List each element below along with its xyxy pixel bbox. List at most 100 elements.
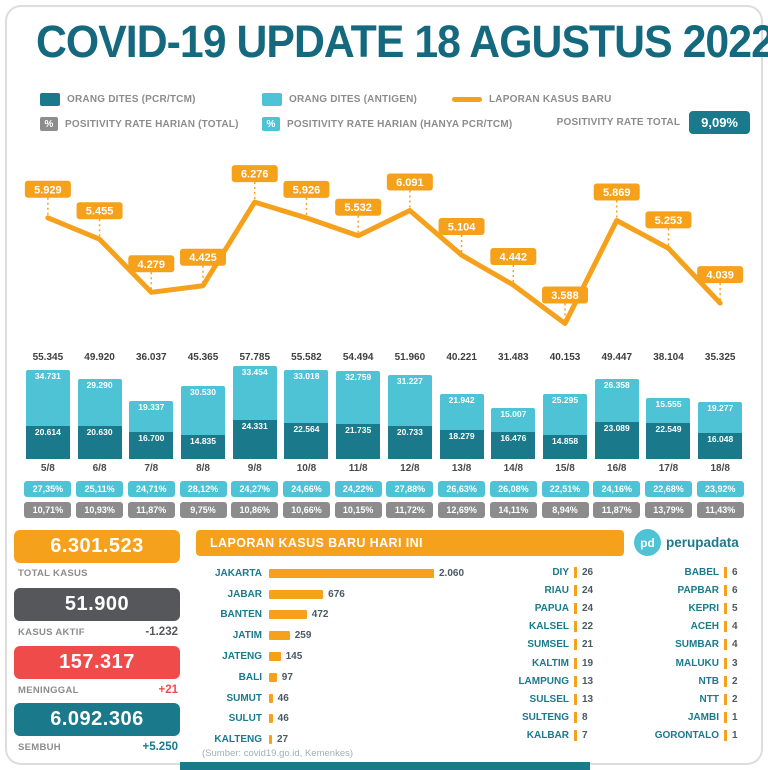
bar-date-label: 6/8 [92,463,107,474]
antigen-segment-label: 26.358 [603,380,630,391]
province-name: BANTEN [220,609,262,621]
bar-date-label: 5/8 [40,463,55,474]
antigen-segment-label: 21.942 [448,395,475,406]
positivity-total-badge: 8,94% [541,502,589,518]
positivity-pcr-badge: 26,08% [489,481,537,497]
province-name: JATENG [222,651,262,663]
province-separator-icon [724,566,727,578]
positivity-total-badge: 11,87% [593,502,641,518]
province-separator-icon [574,657,577,669]
bar-date-label: 13/8 [451,463,472,474]
stat-total-kasus: 6.301.523 TOTAL KASUS [14,530,180,579]
province-separator-icon [574,639,577,651]
province-value: 26 [582,566,594,578]
line-value-label: 5.253 [655,215,683,227]
province-row: JAKARTA 2.060 [200,563,468,584]
province-value: 97 [281,671,293,683]
province-value: 4 [732,639,738,651]
stat-sembuh-value: 6.092.306 [14,703,180,736]
bar-total-label: 36.037 [136,352,167,363]
province-name: RIAU [544,584,569,596]
bar-total-label: 55.582 [291,352,322,363]
province-name: PAPBAR [677,584,719,596]
pcr-segment-label: 20.630 [86,426,113,437]
bar-date-label: 7/8 [144,463,159,474]
bar-date-label: 11/8 [348,463,368,474]
line-value-label: 3.588 [551,290,579,302]
province-value: 19 [582,657,594,669]
province-value: 259 [294,630,312,642]
pcr-segment: 14.858 [543,435,588,459]
province-name: JABAR [227,588,262,600]
bar-date-label: 18/8 [710,463,730,474]
brand-logo: pd perupadata [634,529,739,556]
antigen-segment: 32.759 [336,371,381,425]
bar-column: 40.153 25.295 14.858 15/8 22,51% 8,94% [539,352,591,518]
percent-cyan-icon: % [262,117,280,131]
line-value-badge [438,218,485,236]
province-name: SULUT [228,713,262,725]
bar-stack: 30.530 14.835 [181,366,226,459]
province-separator-icon [574,675,577,687]
province-separator-icon [724,602,727,614]
province-name: KALTIM [531,657,569,669]
positivity-pcr-badge: 27,35% [24,481,72,497]
province-list-middle: DIY 26 RIAU 24 PAPUA 24 KALSEL 22 SUMSEL 21 KALTIM… [470,563,602,745]
province-name: KALBAR [526,730,569,742]
legend-item-positivity-pcr: % POSITIVITY RATE HARIAN (HANYA PCR/TCM) [262,116,512,132]
legend-item-antigen: ORANG DITES (ANTIGEN) [262,91,417,107]
pcr-segment: 22.564 [284,422,329,459]
province-row: BALI 97 [200,667,468,688]
antigen-segment: 19.277 [698,402,743,434]
province-name: ACEH [690,621,719,633]
pcr-segment: 21.735 [336,424,381,459]
legend-label-antigen: ORANG DITES (ANTIGEN) [289,93,418,105]
line-value-label: 4.279 [138,259,166,271]
positivity-pcr-badge: 27,88% [386,481,434,497]
bar-stack: 19.337 16.700 [129,366,174,459]
province-row: NTB 2 [612,672,752,690]
province-name: GORONTALO [654,730,719,742]
positivity-pcr-badge: 22,51% [541,481,589,497]
province-bar [269,735,272,745]
positivity-rate-total: POSITIVITY RATE TOTAL 9,09% [557,111,750,134]
province-value: 6 [732,584,738,596]
antigen-segment: 33.018 [284,369,329,423]
bar-date-label: 9/8 [247,463,262,474]
legend-item-positivity-total: % POSITIVITY RATE HARIAN (TOTAL) [40,116,239,132]
province-bar [269,714,273,724]
province-list-right: BABEL 6 PAPBAR 6 KEPRI 5 ACEH 4 SUMBAR 4 MALUKU 3 NT… [612,563,752,745]
province-separator-icon [724,657,727,669]
bar-stack: 15.007 16.476 [491,366,536,459]
positivity-rate-total-label: POSITIVITY RATE TOTAL [556,117,681,128]
province-row: GORONTALO 1 [612,727,752,745]
province-value: 6 [732,566,738,578]
province-row: MALUKU 3 [612,654,752,672]
line-value-label: 5.532 [344,202,372,214]
line-value-label: 5.455 [86,206,114,218]
pcr-segment: 16.476 [491,432,536,459]
province-bar [269,693,273,703]
bar-stack: 32.759 21.735 [336,366,381,459]
positivity-total-badge: 10,71% [24,502,72,518]
positivity-total-badge: 14,11% [489,502,537,518]
province-separator-icon [724,693,727,705]
province-row: LAMPUNG 13 [470,672,602,690]
province-value: 46 [277,713,289,725]
pcr-segment: 23.089 [594,421,639,459]
province-bar [269,610,307,620]
pcr-segment: 22.549 [646,422,691,459]
positivity-pcr-badge: 24,16% [593,481,641,497]
bar-stack: 26.358 23.089 [594,366,639,459]
stat-kasus-aktif-label: KASUS AKTIF [18,627,85,638]
antigen-segment-label: 30.530 [190,387,217,397]
antigen-segment-label: 19.337 [138,402,165,413]
antigen-segment-label: 19.277 [707,403,734,414]
pcr-segment-label: 14.858 [552,436,579,447]
line-swatch-icon [452,96,482,102]
bar-column: 38.104 15.555 22.549 17/8 22,68% 13,79% [643,352,695,518]
positivity-total-badge: 10,66% [282,502,330,518]
line-value-badge [490,247,537,265]
stat-kasus-aktif-value: 51.900 [14,588,180,621]
legend-label-positivity-pcr: POSITIVITY RATE HARIAN (HANYA PCR/TCM) [287,118,513,130]
